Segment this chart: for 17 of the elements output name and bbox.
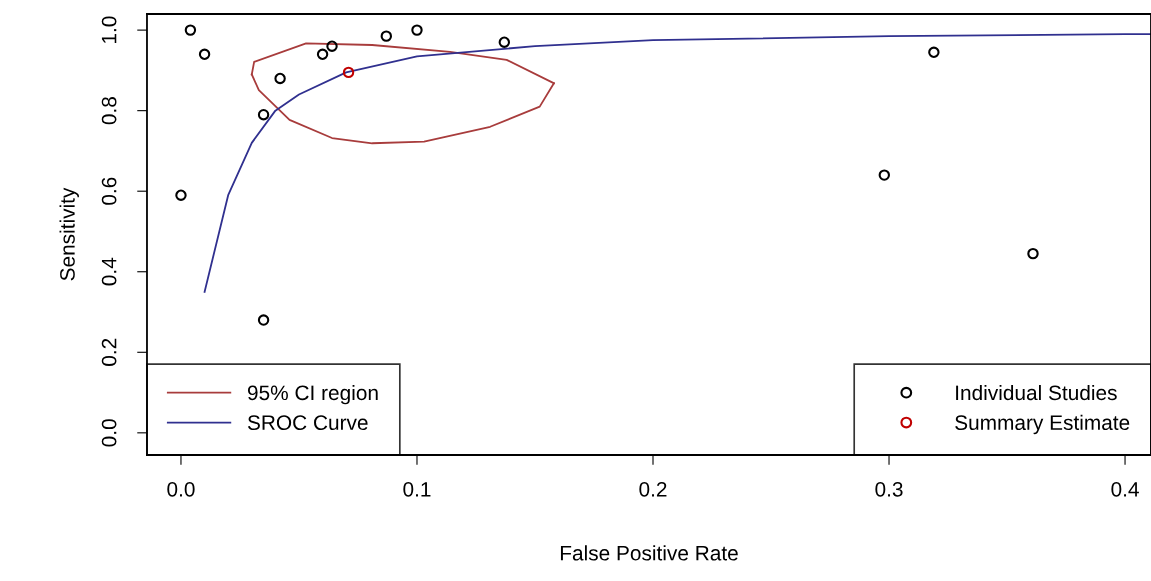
x-tick-label: 0.1: [403, 481, 431, 497]
legend-label: Individual Studies: [956, 384, 1117, 401]
y-tick-label: 0.8: [101, 97, 117, 125]
y-tick-label: 0.4: [101, 257, 117, 286]
legend-label: 95% CI region: [247, 384, 378, 405]
x-axis-title: False Positive Rate: [560, 545, 738, 561]
y-tick-label: 0.6: [101, 177, 117, 205]
y-tick-label: 0.2: [101, 338, 117, 366]
x-tick-label: 0.4: [1111, 481, 1139, 497]
y-tick-label: 1.0: [101, 16, 117, 43]
y-axis-title: Sensitivity: [59, 187, 79, 281]
legend-label: Summary Estimate: [955, 414, 1130, 435]
x-tick-label: 0.3: [875, 481, 903, 497]
y-tick-label: 0.0: [101, 419, 117, 447]
legend-label: SROC Curve: [247, 415, 368, 431]
x-tick-label: 0.2: [639, 481, 667, 497]
x-tick-label: 0.0: [167, 481, 195, 497]
